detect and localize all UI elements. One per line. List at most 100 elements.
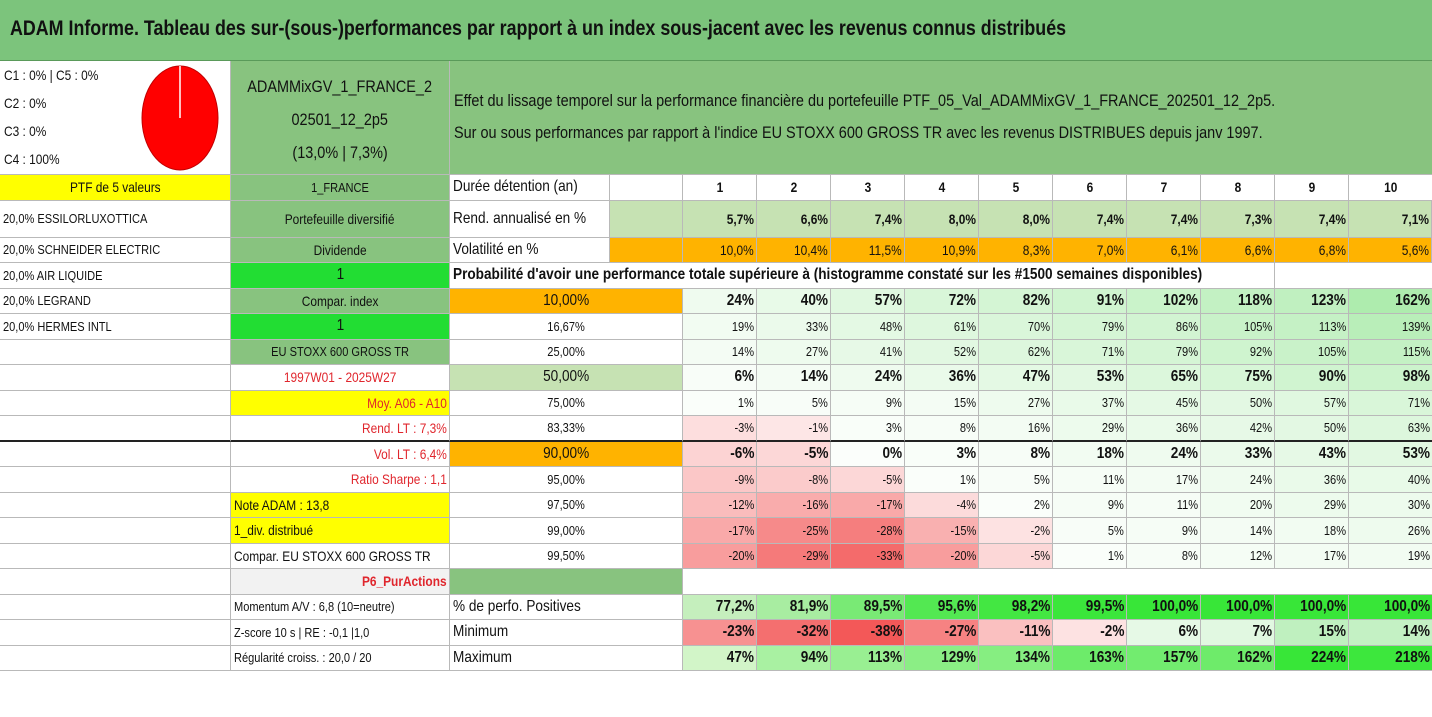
quantile-value-text: 24% xyxy=(1170,444,1198,462)
maximum-value-text: 129% xyxy=(941,648,976,666)
quantile-value: 50% xyxy=(1275,416,1349,442)
quantile-value: -15% xyxy=(905,518,979,544)
rend-value: 8,0% xyxy=(979,200,1053,238)
quantile-value: 50% xyxy=(1201,390,1275,416)
quantile-value: 36% xyxy=(905,365,979,391)
stat-label: Momentum A/V : 6,8 (10=neutre) xyxy=(231,594,450,620)
quantile-value: 42% xyxy=(1201,416,1275,442)
minimum-value-text: 15% xyxy=(1318,623,1346,641)
positive-perf-value-text: 89,5% xyxy=(863,597,902,615)
legend-line-4: C4 : 100% xyxy=(4,151,60,167)
positive-perf-value-text: 77,2% xyxy=(715,597,754,615)
empty-cell xyxy=(0,518,231,544)
quantile-value: 36% xyxy=(1275,467,1349,493)
quantile-value-text: 1% xyxy=(738,395,754,411)
quantile-value: 52% xyxy=(905,339,979,365)
quantile-value: 20% xyxy=(1201,492,1275,518)
vol-value: 8,3% xyxy=(979,237,1053,263)
positive-perf-value-text: 100,0% xyxy=(1299,597,1346,615)
quantile-level-text: 50,00% xyxy=(542,368,590,386)
vol-value-text: 8,3% xyxy=(1022,241,1050,258)
probability-title-text: Probabilité d'avoir une performance tota… xyxy=(453,266,1203,284)
quantile-value-text: 72% xyxy=(948,291,976,309)
maximum-value: 113% xyxy=(831,645,905,671)
year-header-text: 3 xyxy=(864,179,871,196)
positive-perf-value: 100,0% xyxy=(1201,594,1275,620)
minimum-value-text: -32% xyxy=(796,623,828,641)
maximum-value-text: 113% xyxy=(867,648,902,666)
minimum-label-text: Minimum xyxy=(453,623,509,641)
quantile-value: 65% xyxy=(1127,365,1201,391)
quantile-value-text: 14% xyxy=(800,368,828,386)
quantile-value: 105% xyxy=(1275,339,1349,365)
portfolio-name-line-1: ADAMMixGV_1_FRANCE_2 xyxy=(247,77,433,96)
quantile-value-text: 40% xyxy=(1407,471,1430,487)
quantile-value-text: 52% xyxy=(953,344,976,360)
quantile-value-text: 57% xyxy=(874,291,902,309)
quantile-value-text: 3% xyxy=(886,420,902,436)
positive-perf-value-text: 99,5% xyxy=(1085,597,1124,615)
maximum-value: 218% xyxy=(1349,645,1432,671)
quantile-value: 8% xyxy=(1127,543,1201,569)
div-distribue-label-text: 1_div. distribué xyxy=(234,522,314,539)
rend-value: 7,4% xyxy=(1275,200,1349,238)
div-distribue-label: 1_div. distribué xyxy=(231,518,450,544)
quantile-value-text: 139% xyxy=(1401,318,1430,334)
vol-value: 10,4% xyxy=(757,237,831,263)
quantile-value: -4% xyxy=(905,492,979,518)
legend-line-2: C2 : 0% xyxy=(4,95,47,111)
quantile-value-text: 33% xyxy=(805,318,828,334)
quantile-value: 123% xyxy=(1275,288,1349,314)
empty-cell xyxy=(0,441,231,467)
quantile-value: 9% xyxy=(831,390,905,416)
quantile-value-text: 102% xyxy=(1163,291,1198,309)
empty-cell xyxy=(0,467,231,493)
vol-value-text: 6,1% xyxy=(1170,241,1198,258)
positive-perf-value: 77,2% xyxy=(683,594,757,620)
quantile-value: 70% xyxy=(979,314,1053,340)
vol-value-text: 10,9% xyxy=(942,241,976,258)
positive-perf-label: % de perfo. Positives xyxy=(450,594,683,620)
quantile-value-text: 75% xyxy=(1244,368,1272,386)
minimum-value-text: 14% xyxy=(1402,623,1430,641)
quantile-value-text: 18% xyxy=(1323,522,1346,538)
dividend-value: 1 xyxy=(231,263,450,289)
quantile-value-text: 11% xyxy=(1176,497,1198,513)
year-header: 5 xyxy=(979,175,1053,201)
quantile-value-text: 27% xyxy=(805,344,828,360)
quantile-value: 71% xyxy=(1053,339,1127,365)
quantile-value-text: 11% xyxy=(1102,471,1124,487)
maximum-value: 163% xyxy=(1053,645,1127,671)
quantile-value: 3% xyxy=(831,416,905,442)
holding-item-text: 20,0% HERMES INTL xyxy=(3,318,112,334)
quantile-value-text: 48% xyxy=(879,318,902,334)
quantile-level-text: 99,00% xyxy=(547,522,585,538)
maximum-value: 162% xyxy=(1201,645,1275,671)
quantile-value-text: 47% xyxy=(1022,368,1050,386)
quantile-value: 6% xyxy=(683,365,757,391)
stat-label-text: Momentum A/V : 6,8 (10=neutre) xyxy=(234,599,395,615)
vol-value: 11,5% xyxy=(831,237,905,263)
positive-perf-value-text: 100,0% xyxy=(1151,597,1198,615)
quantile-value-text: -1% xyxy=(808,420,828,436)
quantile-value-text: 9% xyxy=(1108,497,1124,513)
year-header-text: 6 xyxy=(1086,179,1093,196)
quantile-value: 14% xyxy=(1201,518,1275,544)
quantile-value: 62% xyxy=(979,339,1053,365)
quantile-value: -33% xyxy=(831,543,905,569)
year-header-text: 8 xyxy=(1234,179,1241,196)
empty-cell xyxy=(0,339,231,365)
quantile-level: 50,00% xyxy=(450,365,683,391)
quantile-value-text: 57% xyxy=(1323,395,1346,411)
rend-lt-label: Rend. LT : 7,3% xyxy=(231,416,450,442)
quantile-level-text: 25,00% xyxy=(547,344,585,360)
quantile-level: 16,67% xyxy=(450,314,683,340)
positive-perf-value: 95,6% xyxy=(905,594,979,620)
quantile-value: 162% xyxy=(1349,288,1432,314)
holding-item-text: 20,0% ESSILORLUXOTTICA xyxy=(3,211,148,226)
quantile-value-text: 27% xyxy=(1027,395,1050,411)
quantile-value-text: -9% xyxy=(734,471,754,487)
quantile-value: -17% xyxy=(683,518,757,544)
minimum-value: -32% xyxy=(757,620,831,646)
quantile-value: 11% xyxy=(1127,492,1201,518)
